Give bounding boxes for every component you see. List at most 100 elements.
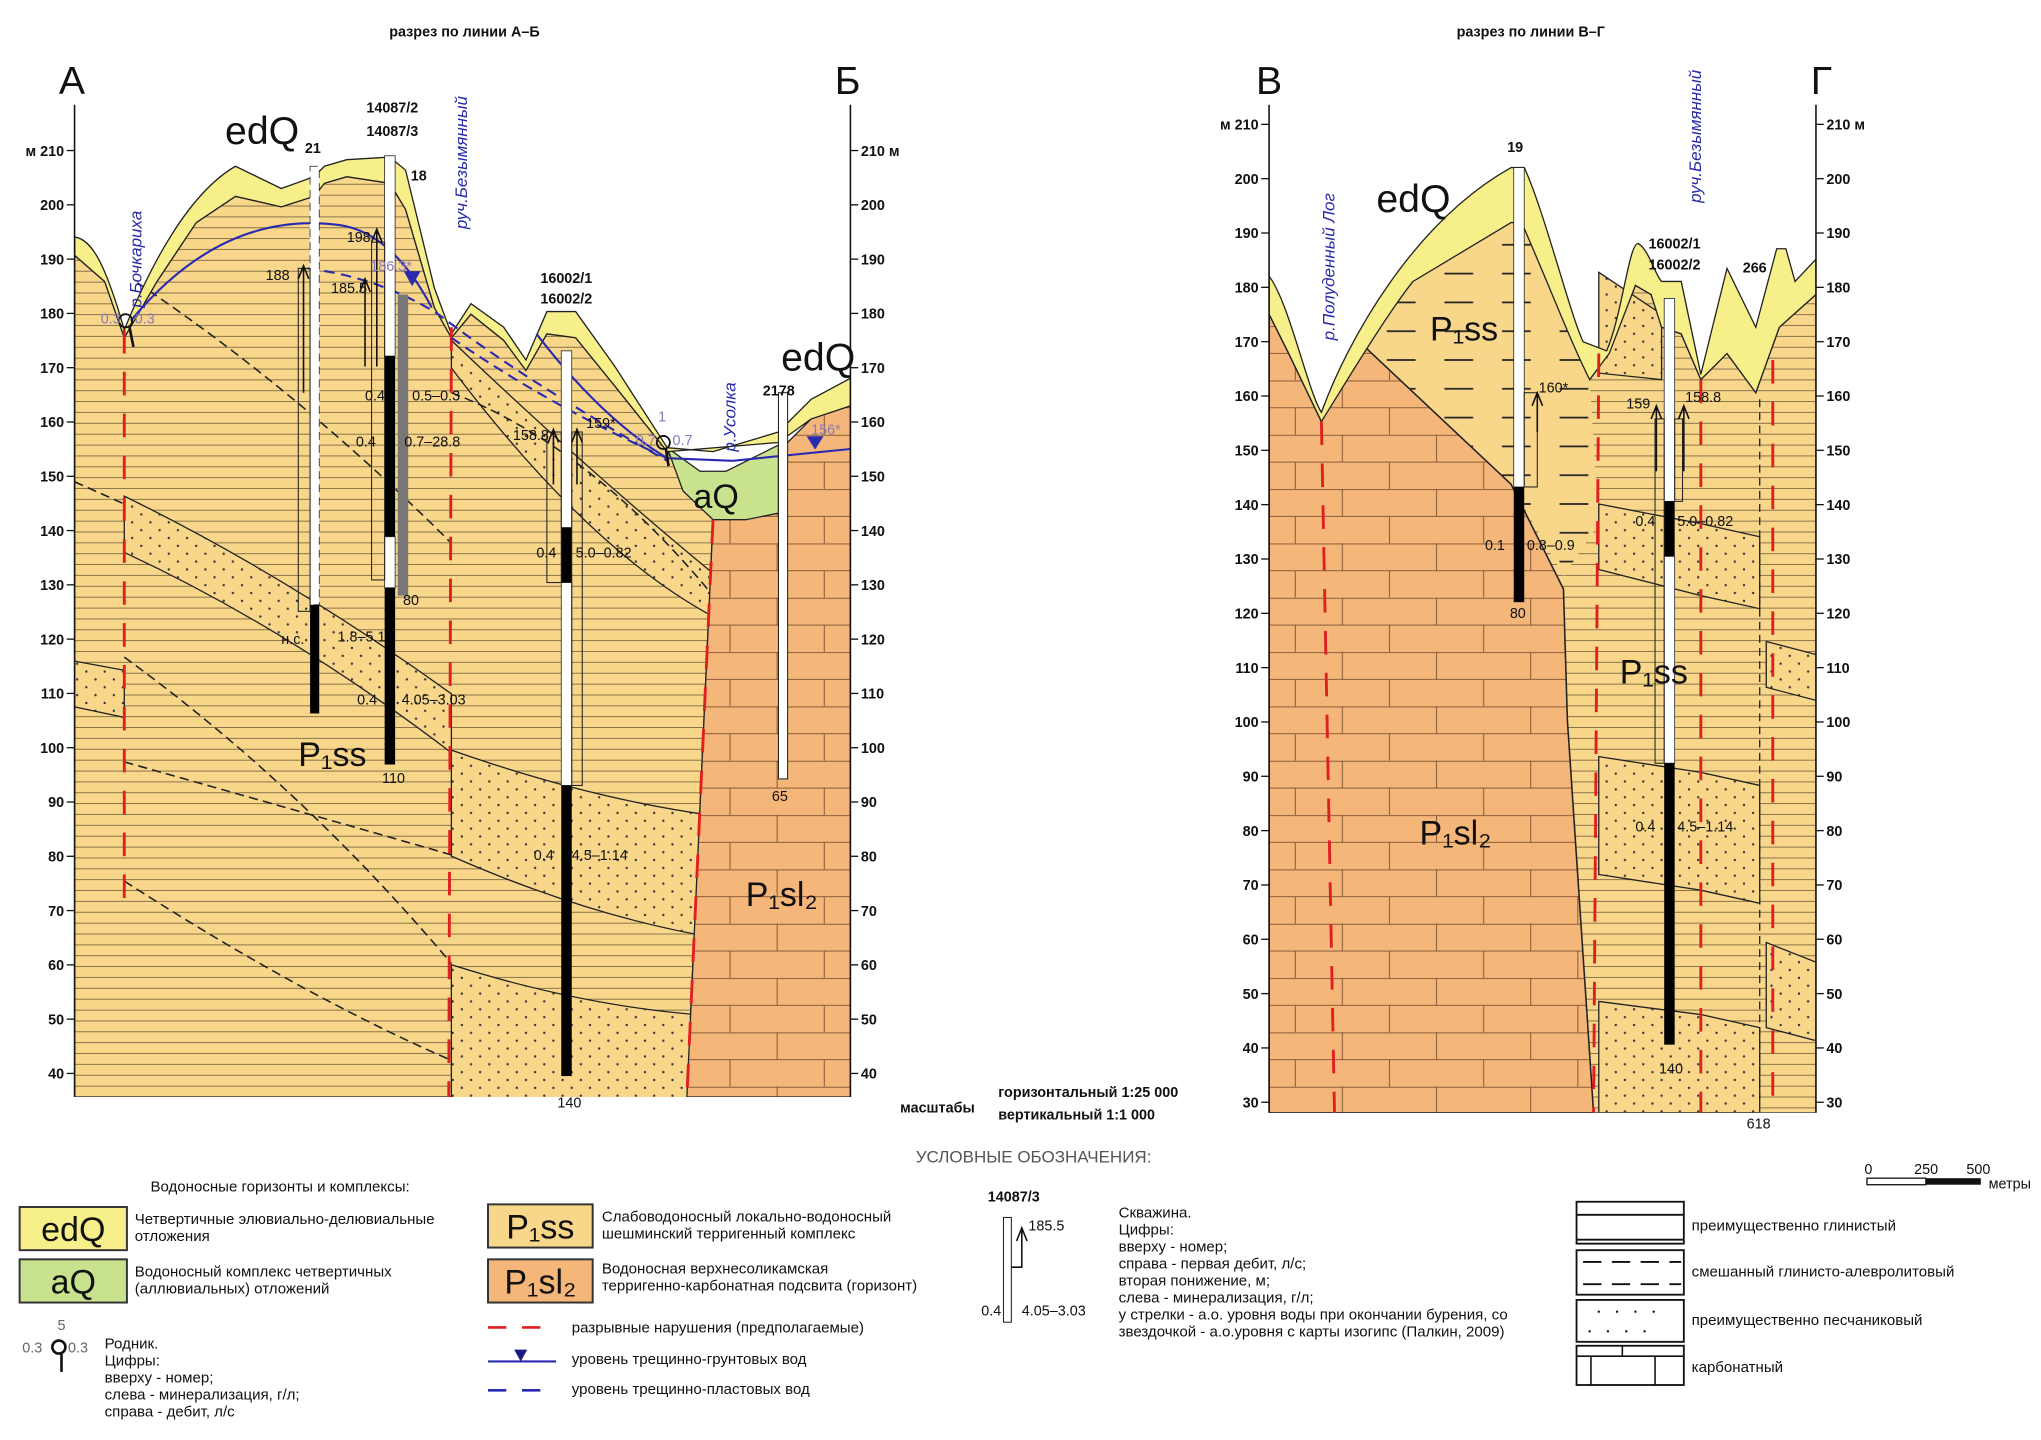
legend-text: карбонатный bbox=[1692, 1359, 1783, 1376]
axis-tick-label: 200 bbox=[1235, 172, 1259, 188]
well-number: 21 bbox=[305, 141, 321, 157]
legend-text: вверху - номер; bbox=[1119, 1238, 1228, 1255]
axis-tick-label: 200 bbox=[861, 198, 885, 214]
well-number: 14087/2 bbox=[366, 101, 418, 117]
sand-band bbox=[1765, 640, 1816, 702]
section-end-letter: Г bbox=[1811, 59, 1832, 103]
legend-item-faults: разрывные нарушения (предполагаемые) bbox=[488, 1320, 864, 1337]
axis-tick-label: 100 bbox=[861, 741, 885, 757]
mineralization-value: 0.1 bbox=[1485, 538, 1505, 554]
axis-tick-label: 50 bbox=[861, 1012, 877, 1028]
axis-tick-label: 110 bbox=[41, 687, 64, 703]
water-level-value: 160* bbox=[1539, 381, 1569, 397]
well-19[interactable] bbox=[1513, 167, 1538, 603]
legend-text: уровень трещинно-пластовых вод bbox=[572, 1381, 810, 1398]
spring-mineralization: 0.3 bbox=[101, 311, 121, 327]
well-16002[interactable] bbox=[546, 350, 583, 1077]
river-label: руч.Безымянный bbox=[1686, 69, 1705, 204]
spring-mineralization: 0.7 bbox=[636, 433, 656, 449]
water-level-value: 159 bbox=[1626, 396, 1650, 412]
water-level-value: 185.5 bbox=[1028, 1219, 1064, 1235]
legend-text: уровень трещинно-грунтовых вод bbox=[572, 1351, 807, 1368]
axis-tick-label: 30 bbox=[1243, 1095, 1259, 1111]
axis-tick-label: 210 м bbox=[861, 144, 900, 160]
legend-item-p1sl2: P₁sl₂ Водоносная верхнесоликамская терри… bbox=[487, 1258, 917, 1304]
legend-item-p1ss: P₁ss Слабоводоносный локально-водоносный… bbox=[487, 1203, 891, 1249]
axis-tick-label: 90 bbox=[861, 795, 877, 811]
axis-tick-label: м 210 bbox=[25, 144, 64, 160]
unit-label-edq: edQ bbox=[781, 335, 855, 379]
axis-tick-label: 90 bbox=[1243, 770, 1259, 786]
legend-text: вверху - номер; bbox=[105, 1369, 214, 1386]
axis-tick-label: 70 bbox=[1826, 878, 1842, 894]
axis-tick-label: 100 bbox=[1235, 715, 1259, 731]
scale-bar-tick: 0 bbox=[1864, 1162, 1872, 1178]
legend-title: УСЛОВНЫЕ ОБОЗНАЧЕНИЯ: bbox=[916, 1147, 1152, 1166]
fault-lines bbox=[122, 327, 715, 1098]
legend-item-mixed: смешанный глинисто-алевролитовый bbox=[1575, 1249, 1954, 1296]
legend-item-aq: aQ Водоносный комплекс четвертичных (алл… bbox=[18, 1258, 392, 1304]
legend-text: слева - минерализация, г/л; bbox=[1119, 1290, 1314, 1307]
legend-item-spring: 5 0.3 0.3 Родник. Цифры: вверху - номер;… bbox=[22, 1318, 299, 1420]
legend-item-well: 14087/3 185.5 0.4 4.05–3.03 Скважина. Ци… bbox=[981, 1190, 1507, 1341]
unit-label-edq: edQ bbox=[225, 109, 299, 153]
section-v-g: разрез по линии В–Г В Г bbox=[1220, 25, 1865, 1133]
well-14087[interactable] bbox=[371, 155, 409, 765]
axis-tick-label: 170 bbox=[40, 361, 64, 377]
discharge-value: 5.0–0.82 bbox=[576, 546, 632, 562]
legend-item-clay: преимущественно глинистый bbox=[1575, 1200, 1896, 1245]
well-number: 19 bbox=[1507, 140, 1523, 156]
axis-tick-label: 70 bbox=[48, 904, 64, 920]
legend-text: справа - дебит, л/с bbox=[105, 1403, 235, 1420]
unit-label-p1ss: P₁ss bbox=[298, 736, 366, 774]
axis-tick-label: 140 bbox=[1235, 498, 1259, 514]
legend-text: отложения bbox=[135, 1228, 210, 1245]
axis-tick-label: 180 bbox=[40, 307, 64, 323]
legend-text: у стрелки - а.о. уровня воды при окончан… bbox=[1119, 1307, 1508, 1324]
sand-band bbox=[1598, 271, 1663, 381]
axis-tick-label: 50 bbox=[48, 1012, 64, 1028]
legend-item-carbonate: карбонатный bbox=[1575, 1344, 1783, 1386]
well-2178[interactable] bbox=[777, 392, 789, 780]
water-level-arrow-icons bbox=[1531, 390, 1690, 472]
section-end-letter: Б bbox=[835, 59, 861, 103]
section-a-b: разрез по линии А–Б А Б bbox=[25, 25, 899, 1112]
well-number: 16002/1 bbox=[540, 271, 592, 287]
arrow-up-icon bbox=[1011, 1225, 1028, 1268]
legend-lithology: преимущественно глинистый смешанный глин… bbox=[1575, 1200, 1954, 1386]
axis-tick-label: 130 bbox=[861, 578, 885, 594]
axis-tick-label: 80 bbox=[48, 850, 64, 866]
axis-tick-label: 170 bbox=[1235, 335, 1259, 351]
discharge-value: 4.05–3.03 bbox=[402, 692, 466, 708]
axis-tick-label: 90 bbox=[1826, 770, 1842, 786]
scale-bar-tick: 500 bbox=[1966, 1162, 1990, 1178]
axis-tick-label: 120 bbox=[1235, 607, 1259, 623]
well-depth: 80 bbox=[403, 593, 419, 609]
legend-text: Цифры: bbox=[1119, 1221, 1174, 1238]
axis-tick-label: 200 bbox=[40, 198, 64, 214]
legend-text: терригенно-карбонатная подсвита (горизон… bbox=[602, 1278, 917, 1295]
well-depth: 110 bbox=[382, 771, 405, 787]
layer-p1ss-mixed bbox=[1360, 222, 1599, 576]
axis-tick-label: м 210 bbox=[1220, 118, 1259, 134]
mineralization-value: 0.4 bbox=[365, 389, 385, 405]
well-number: 16002/2 bbox=[540, 292, 592, 308]
axis-tick-label: 190 bbox=[1235, 226, 1259, 242]
axis-tick-label: 150 bbox=[1826, 444, 1850, 460]
axis-tick-label: 110 bbox=[1235, 661, 1258, 677]
axis-tick-label: 60 bbox=[861, 958, 877, 974]
water-level-arrow-icons bbox=[297, 226, 583, 485]
layer-edq bbox=[1269, 166, 1816, 423]
axis-tick-label: 60 bbox=[1826, 933, 1842, 949]
spring-icon bbox=[118, 313, 135, 348]
well-number: 2178 bbox=[763, 383, 795, 399]
mineralization-value: 0.4 bbox=[357, 692, 377, 708]
scale-bar-unit: метры bbox=[1989, 1177, 2031, 1193]
axis-tick-label: 140 bbox=[40, 524, 64, 540]
scale-bar: 0 250 500 метры bbox=[1864, 1162, 2031, 1192]
legend-code: P₁ss bbox=[506, 1208, 574, 1246]
legend-text: Цифры: bbox=[105, 1352, 160, 1369]
scale-bar-tick: 250 bbox=[1914, 1162, 1938, 1178]
well-icon bbox=[1002, 1216, 1012, 1323]
